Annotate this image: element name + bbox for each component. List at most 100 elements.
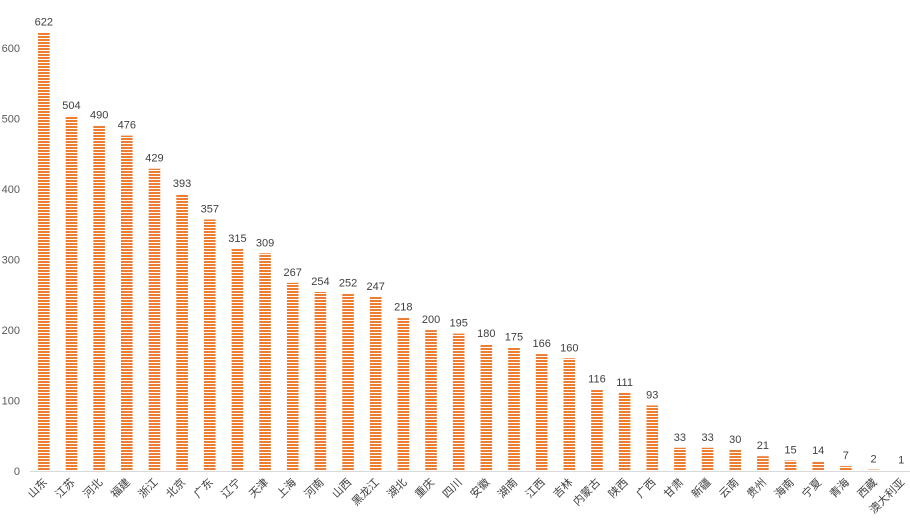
x-tick-label: 北京: [163, 475, 188, 500]
data-label: 267: [284, 267, 302, 279]
bar: [93, 125, 105, 472]
bar: [452, 333, 465, 471]
x-tick-label: 青海: [827, 475, 852, 500]
x-tick-label: 黑龙江: [349, 476, 382, 509]
data-label: 1: [898, 454, 904, 466]
x-tick-label: 陕西: [605, 475, 630, 500]
bar: [729, 449, 742, 471]
y-tick-label: 100: [2, 396, 20, 408]
bar: [425, 330, 437, 471]
y-tick-label: 200: [2, 325, 20, 337]
bar: [674, 447, 686, 471]
data-label: 622: [35, 17, 53, 29]
data-label: 254: [311, 276, 329, 288]
data-label: 200: [422, 314, 440, 326]
data-label: 116: [588, 373, 606, 385]
data-label: 33: [674, 432, 686, 444]
x-tick-label: 河北: [81, 476, 106, 501]
x-tick-label: 宁夏: [799, 475, 824, 500]
bar: [840, 466, 852, 471]
data-label: 21: [757, 440, 769, 452]
y-tick-label: 0: [14, 466, 20, 478]
bar: [65, 115, 78, 472]
data-label: 7: [843, 450, 849, 462]
data-label: 175: [505, 332, 523, 344]
x-tick-label: 广西: [634, 476, 659, 501]
bar: [120, 135, 133, 471]
data-label: 476: [118, 120, 136, 132]
data-label: 315: [228, 233, 246, 245]
x-tick-label: 湖南: [495, 476, 520, 501]
x-tick-label: 四川: [440, 476, 465, 501]
bar: [812, 461, 825, 471]
bar: [38, 32, 50, 471]
x-tick-label: 云南: [717, 476, 742, 501]
data-label: 357: [201, 203, 219, 215]
bar: [231, 249, 244, 471]
bar: [508, 347, 520, 471]
x-tick-label: 广东: [191, 476, 216, 501]
data-label: 247: [367, 281, 385, 293]
y-axis: 0 100 200 300 400 500 600: [2, 43, 20, 478]
x-tick-label: 辽宁: [218, 475, 243, 500]
x-tick-label: 安徽: [467, 475, 492, 500]
data-label: 252: [339, 277, 357, 289]
x-axis: 山东 江苏 河北 福建 浙江 北京 广东 辽宁 天津 上海 河南 山西黑龙江 湖北 重庆 四川 安徽 湖南 江西吉…: [25, 475, 907, 516]
data-label: 14: [812, 445, 824, 457]
bar: [259, 253, 271, 471]
x-tick-label: 江西: [523, 476, 548, 501]
bar: [867, 469, 880, 471]
data-label: 15: [784, 444, 796, 456]
bar: [148, 168, 161, 471]
x-tick-label: 江苏: [53, 476, 78, 501]
x-tick-label: 上海: [273, 475, 298, 500]
x-tick-label: 山东: [25, 476, 50, 501]
data-label: 2: [870, 454, 876, 466]
data-label: 504: [62, 100, 80, 112]
x-tick-label: 湖北: [385, 476, 410, 501]
bar: [286, 282, 299, 471]
data-label: 166: [532, 338, 550, 350]
y-tick-label: 600: [2, 43, 20, 55]
data-label: 33: [701, 432, 713, 444]
y-tick-label: 400: [2, 184, 20, 196]
data-label: 180: [477, 328, 495, 340]
data-label: 160: [560, 342, 578, 354]
data-label: 218: [394, 301, 412, 313]
data-label: 429: [145, 153, 163, 165]
bar: [646, 405, 659, 471]
bar: [757, 456, 769, 471]
x-tick-label: 福建: [107, 475, 132, 500]
data-label: 195: [449, 318, 467, 330]
y-tick-label: 300: [2, 255, 20, 267]
x-tick-label: 浙江: [136, 476, 161, 501]
bar: [397, 317, 410, 471]
data-label: 309: [256, 237, 274, 249]
bar: [618, 392, 631, 471]
x-tick-label: 重庆: [412, 475, 437, 500]
x-tick-label: 贵州: [744, 476, 769, 501]
x-tick-label: 天津: [246, 476, 271, 501]
y-tick-label: 500: [2, 114, 20, 126]
x-tick-label: 甘肃: [661, 476, 686, 501]
bar: [480, 344, 493, 471]
bar: [176, 194, 188, 471]
x-tick-label: 海南: [771, 475, 796, 500]
bar: [203, 219, 216, 471]
bar: [369, 296, 382, 471]
bar-series: 622 504 490 476 429 393 357 315 309 267 254 252 247 2…: [35, 17, 907, 472]
data-label: 93: [646, 389, 658, 401]
bar: [563, 358, 576, 471]
x-tick-label: 新疆: [688, 475, 713, 500]
x-tick-label: 河南: [302, 476, 327, 501]
bar: [895, 470, 907, 471]
bar: [535, 354, 548, 471]
bar: [784, 460, 797, 471]
bar: [342, 293, 354, 471]
bar: [701, 447, 714, 471]
bar: [591, 389, 603, 471]
bar: [314, 292, 327, 471]
x-tick-label: 内蒙古: [570, 475, 603, 508]
data-label: 111: [616, 377, 633, 389]
